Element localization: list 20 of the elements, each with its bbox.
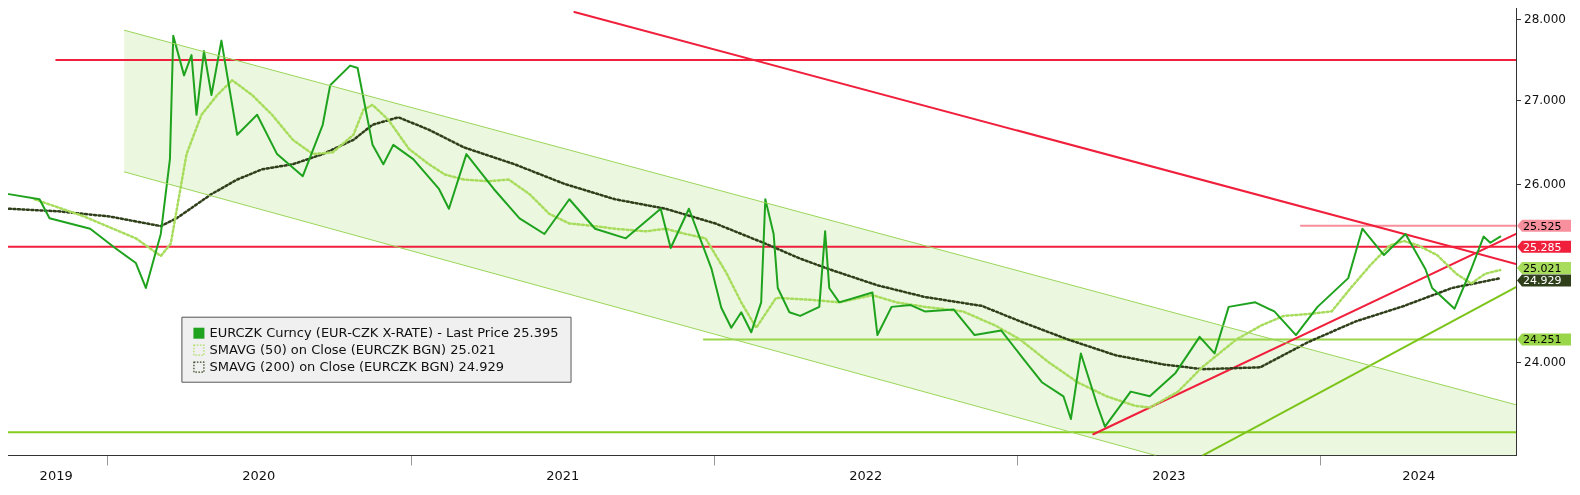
y-tick-label: 25.285: [1523, 240, 1562, 254]
x-tick-label: 2023: [1152, 467, 1186, 483]
y-tick-label: 24.929: [1523, 274, 1562, 288]
y-tick-label: 25.525: [1523, 219, 1562, 233]
x-tick-label: 2021: [546, 467, 580, 483]
x-tick-label: 2019: [39, 467, 73, 483]
x-tick-label: 2022: [849, 467, 883, 483]
line-series: [8, 116, 1502, 371]
legend-label: SMAVG (200) on Close (EURCZK BGN) 24.929: [209, 359, 505, 375]
y-tick-label: 24.000: [1524, 354, 1566, 369]
line-series: [33, 79, 1502, 409]
y-tick-label: 27.000: [1524, 92, 1566, 107]
y-tick-label: 25.021: [1523, 261, 1562, 275]
y-tick-label: 28.000: [1524, 12, 1566, 27]
x-tick-label: 2024: [1402, 467, 1436, 483]
y-tick-label: 24.251: [1523, 333, 1562, 347]
x-tick-label: 2020: [242, 467, 276, 483]
legend-label: EURCZK Curncy (EUR-CZK X-RATE) - Last Price 25.395: [209, 325, 559, 341]
y-tick-label: 26.000: [1524, 176, 1566, 191]
legend-label: SMAVG (50) on Close (EURCZK BGN) 25.021: [209, 342, 496, 358]
